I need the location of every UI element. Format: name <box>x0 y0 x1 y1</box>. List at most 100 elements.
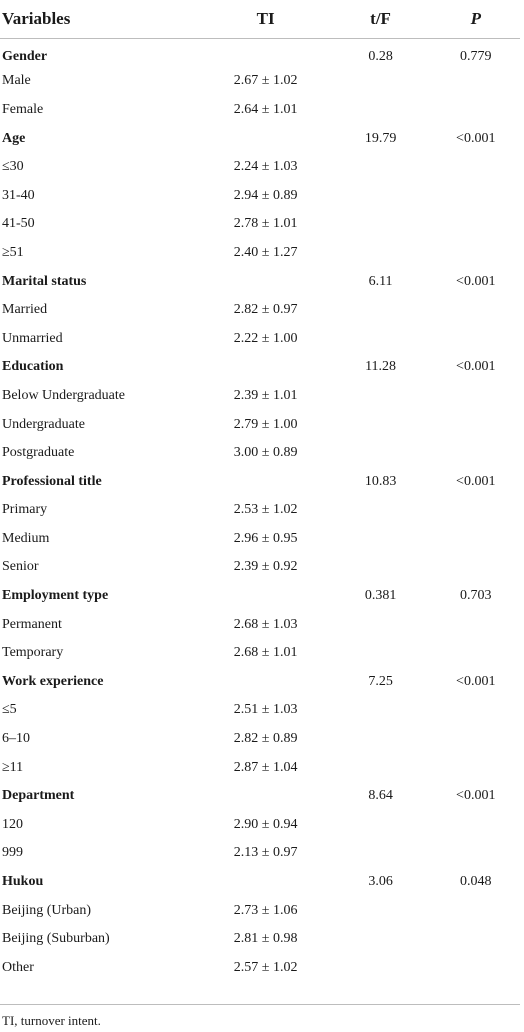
cell-tf: 10.83 <box>364 473 397 489</box>
cell-variable: Medium <box>2 530 50 546</box>
cell-p <box>430 639 520 668</box>
cell-tf: 0.381 <box>364 588 397 604</box>
table-footnote: TI, turnover intent. <box>2 1013 101 1028</box>
cell-variable: Department <box>2 788 75 804</box>
cell-tf <box>330 324 430 353</box>
table-header: Variables TI t/F P <box>0 0 520 39</box>
cell-variable: ≤30 <box>2 159 24 175</box>
table-group-row: Age 19.79 <0.001 <box>0 124 520 153</box>
cell-ti: 2.51 ± 1.03 <box>233 702 298 718</box>
cell-ti: 2.73 ± 1.06 <box>233 902 298 918</box>
table-group-row: Work experience 7.25 <0.001 <box>0 668 520 697</box>
cell-p <box>430 954 520 983</box>
table-row: 41-50 2.78 ± 1.01 <box>0 210 520 239</box>
cell-ti <box>200 782 330 811</box>
cell-p <box>430 811 520 840</box>
cell-ti: 2.24 ± 1.03 <box>233 159 298 175</box>
cell-ti: 2.57 ± 1.02 <box>233 959 298 975</box>
cell-p: <0.001 <box>456 673 496 689</box>
results-table: Variables TI t/F P Gender 0.28 0.779 Male 2.… <box>0 0 520 983</box>
table-row: Medium 2.96 ± 0.95 <box>0 525 520 554</box>
cell-ti: 2.22 ± 1.00 <box>233 330 298 346</box>
header-p: P <box>429 0 520 39</box>
cell-tf <box>330 925 430 954</box>
cell-variable: Age <box>2 130 26 146</box>
cell-variable: 41-50 <box>2 216 35 232</box>
cell-tf <box>330 67 430 96</box>
cell-ti: 2.96 ± 0.95 <box>233 530 298 546</box>
cell-p <box>430 925 520 954</box>
table-group-row: Department 8.64 <0.001 <box>0 782 520 811</box>
cell-ti: 3.00 ± 0.89 <box>233 445 298 461</box>
cell-p: 0.048 <box>460 874 492 890</box>
table-group-row: Marital status 6.11 <0.001 <box>0 267 520 296</box>
table-row: 120 2.90 ± 0.94 <box>0 811 520 840</box>
cell-variable: Professional title <box>2 473 102 489</box>
cell-tf <box>330 896 430 925</box>
cell-tf <box>330 181 430 210</box>
cell-ti: 2.82 ± 0.89 <box>233 731 298 747</box>
cell-tf <box>330 639 430 668</box>
cell-tf: 7.25 <box>368 673 393 689</box>
table-row: 999 2.13 ± 0.97 <box>0 839 520 868</box>
cell-ti: 2.82 ± 0.97 <box>233 302 298 318</box>
cell-p <box>430 382 520 411</box>
cell-ti: 2.68 ± 1.03 <box>233 616 298 632</box>
cell-p <box>430 753 520 782</box>
cell-p: 0.703 <box>460 588 492 604</box>
cell-ti <box>200 39 330 68</box>
cell-tf <box>330 239 430 268</box>
cell-variable: Permanent <box>2 616 62 632</box>
cell-variable: Unmarried <box>2 330 63 346</box>
table-group-row: Gender 0.28 0.779 <box>0 39 520 68</box>
cell-tf: 8.64 <box>368 788 393 804</box>
table-group-row: Education 11.28 <0.001 <box>0 353 520 382</box>
table-row: Beijing (Urban) 2.73 ± 1.06 <box>0 896 520 925</box>
header-row: Variables TI t/F P <box>0 0 520 39</box>
cell-tf: 6.11 <box>368 273 393 289</box>
cell-ti: 2.78 ± 1.01 <box>233 216 298 232</box>
cell-p <box>430 725 520 754</box>
cell-p <box>430 439 520 468</box>
cell-p: <0.001 <box>456 473 496 489</box>
cell-tf <box>330 525 430 554</box>
cell-tf <box>330 954 430 983</box>
table-row: Below Undergraduate 2.39 ± 1.01 <box>0 382 520 411</box>
cell-ti: 2.81 ± 0.98 <box>233 931 298 947</box>
header-ti: TI <box>199 0 330 39</box>
cell-variable: Married <box>2 302 48 318</box>
cell-ti: 2.53 ± 1.02 <box>233 502 298 518</box>
cell-ti: 2.67 ± 1.02 <box>233 73 298 89</box>
table-row: ≤5 2.51 ± 1.03 <box>0 696 520 725</box>
cell-variable: Female <box>2 101 44 117</box>
cell-p <box>430 553 520 582</box>
cell-p: 0.779 <box>460 49 492 65</box>
cell-ti <box>200 582 330 611</box>
cell-tf <box>330 496 430 525</box>
cell-p <box>430 896 520 925</box>
table-row: Beijing (Suburban) 2.81 ± 0.98 <box>0 925 520 954</box>
cell-ti <box>200 868 330 897</box>
cell-tf <box>330 296 430 325</box>
cell-tf <box>330 753 430 782</box>
cell-ti <box>200 124 330 153</box>
table-group-row: Hukou 3.06 0.048 <box>0 868 520 897</box>
cell-ti: 2.64 ± 1.01 <box>233 101 298 117</box>
cell-p <box>430 181 520 210</box>
cell-variable: Senior <box>2 559 39 575</box>
cell-tf <box>330 553 430 582</box>
cell-p: <0.001 <box>456 788 496 804</box>
cell-variable: Gender <box>2 49 48 65</box>
cell-ti <box>200 467 330 496</box>
cell-ti: 2.68 ± 1.01 <box>233 645 298 661</box>
table-row: ≥51 2.40 ± 1.27 <box>0 239 520 268</box>
cell-tf: 11.28 <box>365 359 397 375</box>
cell-variable: Temporary <box>2 645 64 661</box>
cell-variable: Education <box>2 359 64 375</box>
table-row: Undergraduate 2.79 ± 1.00 <box>0 410 520 439</box>
cell-p <box>430 496 520 525</box>
cell-ti: 2.39 ± 0.92 <box>233 559 298 575</box>
table-body: Gender 0.28 0.779 Male 2.67 ± 1.02 Female 2.64… <box>0 39 520 983</box>
table-row: ≥11 2.87 ± 1.04 <box>0 753 520 782</box>
